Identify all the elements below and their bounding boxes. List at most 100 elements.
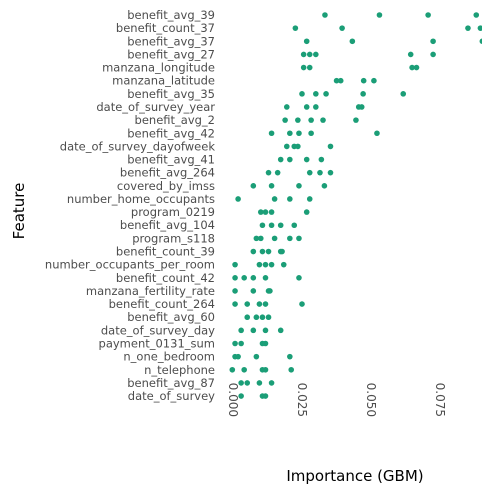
data-point: [244, 314, 251, 321]
data-point: [465, 25, 471, 31]
data-point: [313, 104, 319, 110]
data-point: [235, 353, 241, 360]
data-point: [409, 64, 415, 71]
data-point: [349, 38, 356, 45]
data-point: [292, 25, 299, 31]
data-point: [473, 12, 480, 18]
data-point: [283, 143, 290, 150]
data-point: [333, 77, 340, 84]
data-point: [256, 261, 263, 268]
feature-labels: benefit_avg_39benefit_count_37benefit_av…: [45, 8, 215, 403]
data-point: [303, 209, 310, 215]
y-axis-title: Feature: [10, 183, 28, 240]
data-point: [322, 12, 328, 18]
x-tick-label: 0.025: [295, 383, 309, 417]
data-point: [287, 196, 293, 202]
data-point: [256, 380, 263, 386]
data-point: [306, 196, 313, 202]
data-point: [303, 104, 310, 110]
feature-label: manzana_fertility_rate: [86, 284, 215, 298]
feature-label: program_s118: [132, 231, 215, 245]
data-point: [241, 366, 247, 373]
data-point: [317, 169, 323, 176]
data-point: [244, 380, 251, 386]
data-point: [238, 327, 244, 334]
data-point: [262, 393, 269, 399]
data-point: [296, 235, 302, 242]
data-point: [250, 275, 257, 281]
data-point: [265, 169, 272, 176]
data-point: [274, 169, 281, 176]
data-point: [241, 275, 247, 281]
data-point: [277, 156, 284, 163]
data-points: [229, 12, 482, 399]
feature-label: benefit_avg_264: [120, 166, 215, 180]
feature-label: benefit_count_42: [116, 271, 215, 285]
feature-label: benefit_avg_27: [127, 47, 215, 61]
data-point: [295, 117, 301, 123]
data-point: [371, 77, 377, 84]
data-point: [257, 235, 264, 242]
data-point: [250, 327, 257, 334]
data-point: [253, 353, 260, 360]
data-point: [250, 248, 257, 255]
data-point: [376, 12, 383, 18]
data-point: [232, 261, 238, 268]
feature-label: benefit_avg_41: [127, 153, 215, 167]
data-point: [295, 143, 301, 150]
feature-label: date_of_survey_day: [101, 323, 215, 337]
data-point: [271, 196, 278, 202]
data-point: [360, 91, 366, 97]
data-point: [339, 25, 345, 31]
data-point: [300, 51, 307, 58]
data-point: [268, 380, 275, 386]
data-point: [238, 393, 244, 399]
data-point: [232, 301, 238, 307]
data-point: [256, 301, 263, 307]
data-point: [250, 183, 257, 189]
data-point: [306, 64, 313, 71]
data-point: [353, 117, 359, 123]
data-point: [262, 301, 269, 307]
data-point: [253, 314, 260, 321]
data-point: [291, 222, 298, 229]
data-point: [268, 222, 275, 229]
data-point: [262, 209, 269, 215]
data-point: [299, 91, 305, 97]
feature-label: benefit_avg_104: [120, 218, 215, 232]
data-point: [287, 235, 293, 242]
data-point: [232, 340, 238, 347]
data-point: [407, 51, 414, 58]
data-point: [413, 64, 420, 71]
data-point: [477, 25, 482, 31]
data-point: [265, 314, 272, 321]
data-point: [238, 340, 244, 347]
data-point: [358, 104, 365, 110]
data-point: [283, 104, 290, 110]
data-point: [277, 327, 284, 334]
data-point: [337, 77, 344, 84]
data-point: [306, 169, 313, 176]
data-point: [250, 288, 257, 294]
x-tick-label: 0.000: [226, 383, 240, 417]
feature-label: manzana_latitude: [112, 74, 215, 88]
data-point: [374, 130, 380, 137]
data-point: [268, 183, 275, 189]
data-point: [277, 222, 284, 229]
data-point: [320, 117, 326, 123]
x-tick-label: 0.050: [364, 383, 378, 417]
feature-label: benefit_avg_39: [127, 8, 215, 22]
data-point: [327, 169, 334, 176]
data-point: [262, 261, 269, 268]
data-point: [303, 38, 310, 45]
feature-label: benefit_avg_87: [127, 376, 215, 390]
data-point: [479, 38, 482, 45]
x-tick-label: 0.075: [433, 383, 447, 417]
data-point: [296, 183, 302, 189]
data-point: [400, 91, 407, 97]
feature-label: benefit_count_39: [116, 245, 215, 259]
data-point: [262, 340, 269, 347]
data-point: [303, 156, 310, 163]
data-point: [271, 235, 278, 242]
